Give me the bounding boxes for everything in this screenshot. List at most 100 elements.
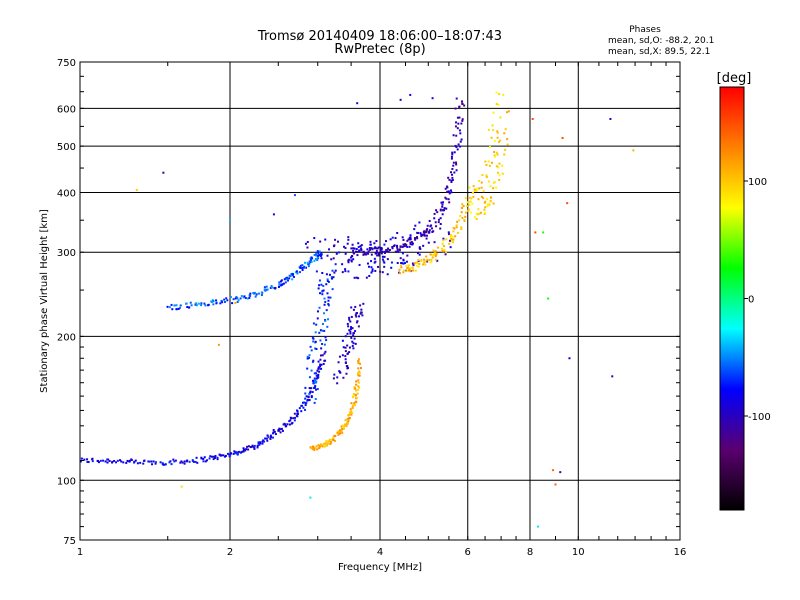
data-point <box>323 303 326 306</box>
data-point <box>270 436 273 439</box>
x-axis-label: Frequency [MHz] <box>338 562 422 573</box>
data-point <box>381 258 384 261</box>
data-point <box>483 212 486 215</box>
data-point <box>355 321 358 324</box>
data-point <box>432 253 435 256</box>
data-point <box>272 432 275 435</box>
data-point <box>447 190 450 193</box>
data-point <box>282 282 285 285</box>
data-point <box>242 450 245 453</box>
data-point <box>365 276 368 279</box>
data-point <box>498 178 501 181</box>
data-point <box>327 442 330 445</box>
data-point <box>265 285 268 288</box>
data-point <box>320 257 323 260</box>
data-point <box>396 246 399 249</box>
data-point <box>461 118 464 121</box>
data-point <box>318 250 321 253</box>
data-point <box>177 307 180 310</box>
data-point <box>298 407 301 410</box>
data-point <box>632 149 635 152</box>
data-point <box>429 253 432 256</box>
data-point <box>460 100 463 103</box>
data-point <box>354 250 357 253</box>
data-point <box>308 260 311 263</box>
data-point <box>411 242 414 245</box>
data-point <box>325 444 328 447</box>
data-point <box>321 290 324 293</box>
data-point <box>450 180 453 183</box>
data-point <box>485 174 488 177</box>
data-point <box>498 162 501 165</box>
data-point <box>257 442 260 445</box>
data-point <box>428 219 431 222</box>
data-point <box>484 160 487 163</box>
data-point <box>387 247 390 250</box>
data-point <box>404 243 407 246</box>
data-point <box>255 293 258 296</box>
data-point <box>237 299 240 302</box>
data-point <box>321 354 324 357</box>
data-point <box>327 318 330 321</box>
chart-title: Tromsø 20140409 18:06:00–18:07:43 <box>257 29 502 44</box>
data-point <box>313 377 316 380</box>
data-point <box>482 197 485 200</box>
data-point <box>134 459 137 462</box>
data-point <box>374 269 377 272</box>
data-point <box>435 225 438 228</box>
data-point <box>341 271 344 274</box>
data-point <box>212 300 215 303</box>
data-point <box>345 372 348 375</box>
data-point <box>496 136 499 139</box>
data-point <box>302 401 305 404</box>
data-point <box>413 228 416 231</box>
data-point <box>384 240 387 243</box>
data-point <box>455 97 458 100</box>
data-point <box>484 200 487 203</box>
data-point <box>320 253 323 256</box>
data-point <box>504 148 507 151</box>
data-point <box>451 235 454 238</box>
data-point <box>418 262 421 265</box>
data-point <box>337 240 340 243</box>
data-point <box>294 271 297 274</box>
data-point <box>357 358 360 361</box>
data-point <box>463 220 466 223</box>
data-point <box>357 373 360 376</box>
data-point <box>439 217 442 220</box>
data-point <box>188 306 191 309</box>
data-point <box>434 255 437 258</box>
data-point <box>401 245 404 248</box>
data-point <box>337 361 340 364</box>
data-point <box>331 288 334 291</box>
data-point <box>223 300 226 303</box>
data-point <box>311 336 314 339</box>
data-point <box>360 249 363 252</box>
data-point <box>252 292 255 295</box>
data-point <box>310 395 313 398</box>
data-point <box>477 208 480 211</box>
data-point <box>459 140 462 143</box>
data-point <box>347 366 350 369</box>
data-point <box>236 451 239 454</box>
data-point <box>441 250 444 253</box>
data-point <box>352 247 355 250</box>
data-point <box>299 271 302 274</box>
data-point <box>473 216 476 219</box>
data-point <box>432 249 435 252</box>
data-point <box>229 296 232 299</box>
data-point <box>342 427 345 430</box>
data-point <box>338 431 341 434</box>
data-point <box>289 274 292 277</box>
data-point <box>373 261 376 264</box>
data-point <box>445 238 448 241</box>
data-point <box>327 304 330 307</box>
data-point <box>344 355 347 358</box>
data-point <box>126 459 129 462</box>
data-point <box>489 185 492 188</box>
data-point <box>325 339 328 342</box>
data-point <box>450 171 453 174</box>
data-point <box>469 211 472 214</box>
data-point <box>336 376 339 379</box>
data-point <box>446 190 449 193</box>
